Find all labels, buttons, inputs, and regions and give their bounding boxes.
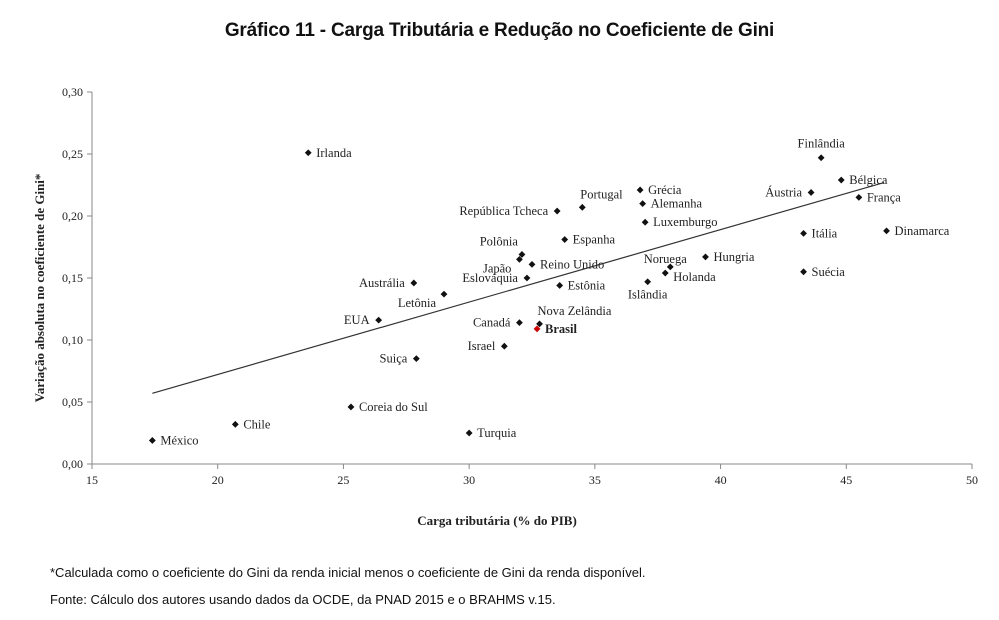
data-point-marker bbox=[523, 274, 531, 282]
data-point-marker bbox=[817, 154, 825, 162]
data-point-marker bbox=[883, 227, 890, 235]
data-point-marker bbox=[578, 203, 586, 211]
data-point-label: Noruega bbox=[644, 252, 687, 266]
x-tick-label: 50 bbox=[966, 473, 978, 487]
data-point-label: Bélgica bbox=[849, 173, 888, 187]
data-point-label: República Tcheca bbox=[459, 204, 548, 218]
data-point-marker bbox=[440, 290, 448, 298]
data-point-marker bbox=[410, 279, 418, 287]
data-point-label: Reino Unido bbox=[540, 257, 604, 271]
data-point-label: Letônia bbox=[398, 296, 437, 310]
data-point-label: Hungria bbox=[713, 250, 754, 264]
data-point-label: Holanda bbox=[673, 270, 716, 284]
y-tick-label: 0,15 bbox=[62, 271, 83, 285]
data-point-label: Suécia bbox=[812, 265, 846, 279]
data-point-marker bbox=[516, 256, 523, 263]
data-point-marker bbox=[528, 260, 536, 268]
data-point-label: Turquia bbox=[477, 426, 517, 440]
data-point-marker bbox=[800, 229, 807, 237]
data-point-marker bbox=[561, 236, 569, 243]
data-point-marker bbox=[465, 429, 473, 437]
data-point-label: Itália bbox=[812, 226, 838, 240]
data-point-label: Dinamarca bbox=[895, 224, 950, 238]
data-point-label: Finlândia bbox=[798, 137, 846, 151]
x-tick-label: 15 bbox=[86, 473, 98, 487]
data-point-label: Alemanha bbox=[651, 197, 703, 211]
y-tick-label: 0,10 bbox=[62, 333, 83, 347]
data-point-label: Estônia bbox=[568, 278, 606, 292]
data-point-marker bbox=[666, 263, 674, 271]
chart-axes: 0,00 0,05 0,10 0,15 0,20 0,25 0,30 15 20 25 30 35 40… bbox=[62, 85, 978, 487]
data-point-marker bbox=[516, 319, 523, 327]
data-point-label: Israel bbox=[468, 339, 496, 353]
y-tick-label: 0,05 bbox=[62, 395, 83, 409]
data-point-label: Portugal bbox=[580, 187, 623, 201]
data-point-marker bbox=[412, 355, 420, 362]
data-point-label: Austrália bbox=[359, 276, 405, 290]
x-tick-label: 35 bbox=[589, 473, 601, 487]
data-point-label: Islândia bbox=[628, 288, 668, 302]
data-point-marker bbox=[800, 268, 807, 276]
trendline-group bbox=[152, 181, 885, 394]
data-point-marker bbox=[533, 325, 541, 333]
data-point-label: Chile bbox=[243, 417, 271, 431]
data-point-marker bbox=[304, 149, 312, 157]
y-tick-label: 0,00 bbox=[62, 457, 83, 471]
trendline bbox=[152, 181, 885, 394]
data-point-label: Espanha bbox=[573, 233, 616, 247]
data-point-marker bbox=[553, 207, 561, 215]
data-point-label: Eslováquia bbox=[462, 271, 518, 285]
data-point-label: Japão bbox=[483, 261, 511, 275]
data-point-label: França bbox=[867, 190, 901, 204]
data-point-marker bbox=[644, 278, 652, 286]
data-point-marker bbox=[518, 251, 526, 258]
source-note: Fonte: Cálculo dos autores usando dados … bbox=[50, 592, 556, 607]
data-point-label: Luxemburgo bbox=[653, 215, 717, 229]
y-tick-label: 0,25 bbox=[62, 147, 83, 161]
chart-title: Gráfico 11 - Carga Tributária e Redução … bbox=[224, 20, 775, 41]
data-point-marker bbox=[702, 253, 709, 261]
data-point-label: Áustria bbox=[765, 185, 802, 199]
data-point-label: Polônia bbox=[480, 234, 519, 248]
data-point-label: Suiça bbox=[380, 352, 408, 366]
data-point-label: Brasil bbox=[545, 322, 577, 336]
x-tick-label: 20 bbox=[212, 473, 224, 487]
scatter-chart: 0,00 0,05 0,10 0,15 0,20 0,25 0,30 15 20 25 30 35 40… bbox=[32, 85, 978, 528]
y-tick-label: 0,20 bbox=[62, 209, 83, 223]
y-axis-title: Variação absoluta no coeficiente de Gini… bbox=[32, 174, 47, 403]
x-tick-label: 45 bbox=[840, 473, 852, 487]
data-point-marker bbox=[347, 403, 355, 411]
y-tick-label: 0,30 bbox=[62, 85, 83, 99]
data-point-marker bbox=[148, 437, 156, 444]
data-point-label: Canadá bbox=[473, 316, 511, 330]
data-point-marker bbox=[639, 200, 647, 207]
data-point-marker bbox=[837, 176, 845, 184]
data-point-marker bbox=[641, 218, 649, 226]
data-point-label: EUA bbox=[344, 313, 370, 327]
data-points: México Chile Irlanda Coreia do Sul EUA Austrá… bbox=[148, 137, 950, 447]
data-point-marker bbox=[556, 282, 564, 289]
footnote: *Calculada como o coeficiente do Gini da… bbox=[50, 565, 646, 580]
x-tick-label: 25 bbox=[337, 473, 349, 487]
data-point-label: Irlanda bbox=[316, 146, 352, 160]
data-point-label: Grécia bbox=[648, 183, 682, 197]
x-tick-label: 40 bbox=[715, 473, 727, 487]
data-point-marker bbox=[807, 189, 815, 196]
data-point-label: Nova Zelândia bbox=[538, 304, 612, 318]
data-point-marker bbox=[855, 194, 863, 201]
data-point-marker bbox=[375, 316, 383, 324]
x-axis-title: Carga tributária (% do PIB) bbox=[417, 513, 577, 528]
data-point-marker bbox=[231, 420, 239, 428]
data-point-marker bbox=[536, 320, 543, 328]
data-point-label: Coreia do Sul bbox=[359, 400, 428, 414]
data-point-marker bbox=[500, 342, 508, 350]
data-point-marker bbox=[661, 269, 669, 277]
data-point-marker bbox=[636, 186, 644, 194]
data-point-label: México bbox=[160, 433, 198, 447]
x-tick-label: 30 bbox=[463, 473, 475, 487]
